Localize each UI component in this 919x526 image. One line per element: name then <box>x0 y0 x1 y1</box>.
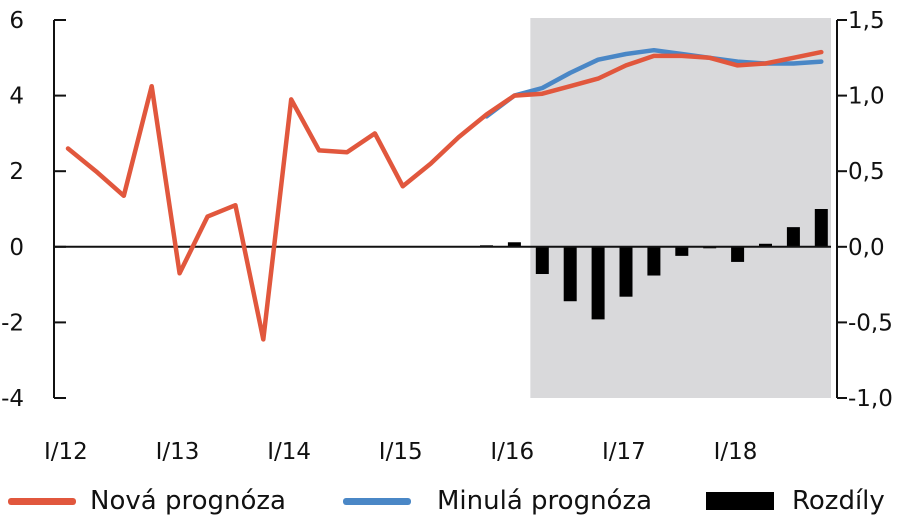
difference-bar <box>814 209 828 247</box>
left-tick-label: 0 <box>9 235 24 261</box>
difference-bar <box>675 246 689 256</box>
right-tick-label: 0,0 <box>848 235 885 261</box>
difference-bars <box>480 209 828 320</box>
legend-label-new-forecast: Nová prognóza <box>90 486 286 516</box>
difference-bar <box>507 242 521 247</box>
difference-bar <box>591 246 605 320</box>
right-axis-ticks: 1,5 1,0 0,5 0,0 -0,5 -1,0 <box>837 8 893 412</box>
x-tick-label: I/15 <box>379 439 423 465</box>
forecast-shading <box>530 18 831 398</box>
left-tick-label: -4 <box>1 386 24 412</box>
legend-swatch-previous-forecast <box>343 497 411 505</box>
left-tick-label: 6 <box>9 8 24 34</box>
left-tick-label: -2 <box>1 310 24 336</box>
legend-item-previous-forecast: Minulá prognóza <box>343 478 652 524</box>
difference-bar <box>535 246 549 275</box>
legend-item-differences: Rozdíly <box>706 478 885 524</box>
difference-bar <box>647 246 661 276</box>
left-axis-ticks: 6 4 2 0 -2 -4 <box>1 8 66 412</box>
right-tick-label: 0,5 <box>848 159 885 185</box>
difference-bar <box>619 246 633 297</box>
right-tick-label: -1,0 <box>848 386 893 412</box>
x-axis-ticks: I/12 I/13 I/14 I/15 I/16 I/17 I/18 <box>44 439 757 465</box>
x-tick-label: I/14 <box>267 439 311 465</box>
x-tick-label: I/17 <box>602 439 646 465</box>
right-tick-label: -0,5 <box>848 310 893 336</box>
difference-bar <box>731 246 745 262</box>
x-tick-label: I/12 <box>44 439 88 465</box>
difference-bar <box>786 227 800 247</box>
series-lines <box>65 47 824 342</box>
x-tick-label: I/13 <box>156 439 200 465</box>
right-tick-label: 1,5 <box>848 8 885 34</box>
legend-label-differences: Rozdíly <box>792 486 885 516</box>
difference-bar <box>759 243 772 247</box>
x-tick-label: I/16 <box>490 439 534 465</box>
legend-swatch-differences <box>706 492 774 510</box>
left-tick-label: 4 <box>9 84 24 110</box>
legend-item-new-forecast: Nová prognóza <box>8 478 286 524</box>
legend-label-previous-forecast: Minulá prognóza <box>437 486 653 516</box>
right-tick-label: 1,0 <box>848 84 885 110</box>
legend-swatch-new-forecast <box>8 497 76 505</box>
new-forecast-line <box>65 49 824 342</box>
difference-bar <box>563 246 577 302</box>
x-tick-label: I/18 <box>714 439 758 465</box>
legend: Nová prognóza Minulá prognóza Rozdíly <box>0 478 919 524</box>
left-tick-label: 2 <box>9 159 24 185</box>
